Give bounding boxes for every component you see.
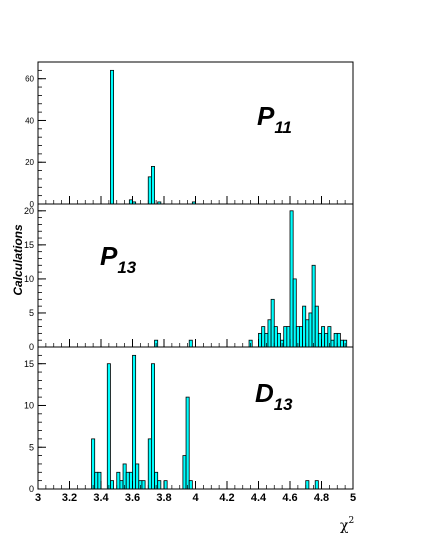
panel-2: 0 5 10 15 20 P13 xyxy=(24,203,354,352)
y-tick-label: 0 xyxy=(29,484,34,494)
x-tick-label: 4.4 xyxy=(251,492,267,504)
histogram-bar xyxy=(185,396,190,490)
y-tick-label: 10 xyxy=(24,274,34,284)
histogram-bar xyxy=(299,326,304,348)
y-tick-label: 5 xyxy=(29,308,34,318)
y-tick-label: 5 xyxy=(29,442,34,452)
histogram-bar xyxy=(188,480,193,490)
panel-label-main: D xyxy=(255,378,274,408)
histogram-bar xyxy=(289,210,294,348)
x-tick-label: 4.6 xyxy=(282,492,297,504)
histogram-bar xyxy=(147,176,152,205)
panel-1: 0 20 40 60 P11 xyxy=(25,61,354,209)
x-tick-label: 3.8 xyxy=(156,492,171,504)
histogram-bar xyxy=(333,332,338,348)
y-tick-label: 10 xyxy=(24,401,34,411)
histogram-bar xyxy=(141,480,146,490)
panel-3: 0 5 10 15 D13 xyxy=(24,346,354,494)
x-tick-label: 3.4 xyxy=(93,492,109,504)
histogram-bar xyxy=(110,480,114,490)
panel-label-subscript: 13 xyxy=(274,395,293,414)
histogram-bar xyxy=(336,332,341,348)
panel-label-subscript: 11 xyxy=(274,118,292,137)
x-tick-label: 3.6 xyxy=(125,492,140,504)
panel-frame xyxy=(37,61,354,205)
histogram-bar xyxy=(132,354,137,490)
histogram-bar xyxy=(119,480,124,490)
histogram-bar xyxy=(270,298,275,348)
histogram-bar xyxy=(330,339,335,348)
x-axis-label-superscript: 2 xyxy=(348,516,354,526)
x-axis-label-symbol: χ xyxy=(340,518,349,534)
y-tick-label: 15 xyxy=(24,359,34,369)
histogram-bar xyxy=(157,480,162,490)
x-tick-label: 5 xyxy=(350,492,356,504)
histogram-bar xyxy=(308,312,313,348)
histogram-bar xyxy=(292,278,297,348)
histogram-bar xyxy=(106,363,111,490)
histogram-bar xyxy=(311,264,316,348)
y-tick-label: 20 xyxy=(24,206,34,216)
histogram-bar xyxy=(324,332,329,348)
histogram-bar xyxy=(305,480,310,490)
panel-label-main: P xyxy=(257,101,275,131)
histogram-bar xyxy=(91,438,96,490)
x-tick-label: 3.2 xyxy=(62,492,77,504)
histogram-bar xyxy=(267,319,272,348)
y-tick-label: 60 xyxy=(25,75,34,84)
histogram-bar xyxy=(339,339,344,348)
histogram-bar xyxy=(305,319,310,348)
y-tick-label: 15 xyxy=(24,240,34,250)
histogram-bar xyxy=(94,471,99,490)
x-axis-label: χ2 xyxy=(340,516,354,534)
panel-label-main: P xyxy=(100,241,118,271)
panel-label: D13 xyxy=(255,378,293,414)
panel-label: P11 xyxy=(257,101,292,137)
x-tick-label: 4.2 xyxy=(219,492,234,504)
histogram-bar xyxy=(147,438,152,490)
x-tick-label: 4 xyxy=(192,492,199,504)
histogram-bar xyxy=(110,69,114,205)
histogram-bar xyxy=(314,305,319,348)
y-tick-label: 0 xyxy=(30,200,35,209)
histogram-bar xyxy=(188,339,193,348)
histogram-bar xyxy=(302,305,307,348)
histogram-bar xyxy=(182,455,187,490)
histogram-bar xyxy=(261,326,266,348)
histogram-bar xyxy=(276,332,281,348)
panel-frame xyxy=(37,346,354,490)
histogram-bar xyxy=(135,463,140,490)
y-tick-label: 40 xyxy=(25,116,34,125)
histogram-bar xyxy=(150,363,155,490)
histogram-bar xyxy=(125,471,130,490)
histogram-bar xyxy=(150,166,155,205)
y-tick-label: 20 xyxy=(25,158,34,167)
y-axis-label: Calculations xyxy=(11,224,25,296)
histogram-bar xyxy=(116,471,121,490)
y-tick-label: 0 xyxy=(29,342,34,352)
panel-label: P13 xyxy=(100,241,137,277)
histogram-bar xyxy=(314,480,319,490)
x-tick-label: 4.8 xyxy=(314,492,329,504)
histogram-bar xyxy=(273,326,278,348)
x-tick-label: 3 xyxy=(35,492,41,504)
panel-label-subscript: 13 xyxy=(117,258,136,277)
histogram-bar xyxy=(283,326,288,348)
